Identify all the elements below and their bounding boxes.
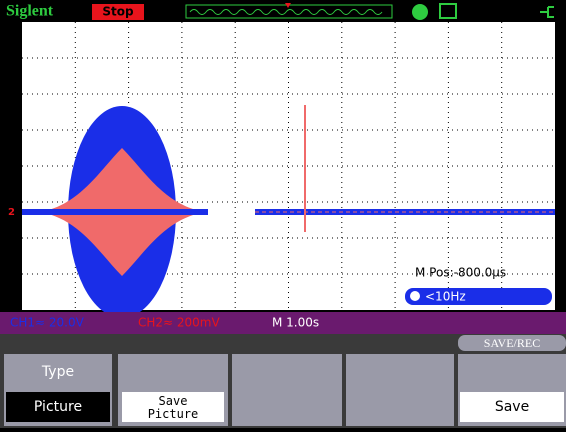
trigger: <10Hz <box>425 290 466 304</box>
ch1-trace <box>22 209 208 215</box>
ch1-scale: CH1≈ 20.0V <box>10 316 85 330</box>
button-label: Type <box>41 364 74 380</box>
menu-button[interactable] <box>346 354 454 426</box>
timebase: M 1.00s <box>272 316 319 330</box>
menu-button[interactable] <box>232 354 342 426</box>
m-pos: M Pos:-800.0μs <box>415 266 506 280</box>
status: Stop <box>102 5 134 19</box>
button-value: Picture <box>34 399 82 415</box>
trigger-pos <box>285 3 291 8</box>
button-box <box>460 392 564 422</box>
icon <box>412 4 428 20</box>
menu-title-box <box>458 335 566 351</box>
icon <box>439 3 457 19</box>
trigger-box <box>405 288 552 305</box>
ch2-scale: CH2≈ 200mV <box>138 316 221 330</box>
status-box <box>92 4 144 20</box>
button-label: Save Picture <box>148 394 199 421</box>
memory-wave <box>189 9 383 15</box>
trigger-icon <box>410 291 420 301</box>
button-value-box <box>6 392 110 422</box>
button-label: Save <box>495 399 529 415</box>
menu-title: SAVE/REC <box>484 336 540 350</box>
brand: Siglent <box>6 3 54 20</box>
status-bar <box>0 312 566 334</box>
power-icon <box>540 6 554 18</box>
channel-marker: 2 <box>8 207 15 218</box>
button-box <box>122 392 224 422</box>
